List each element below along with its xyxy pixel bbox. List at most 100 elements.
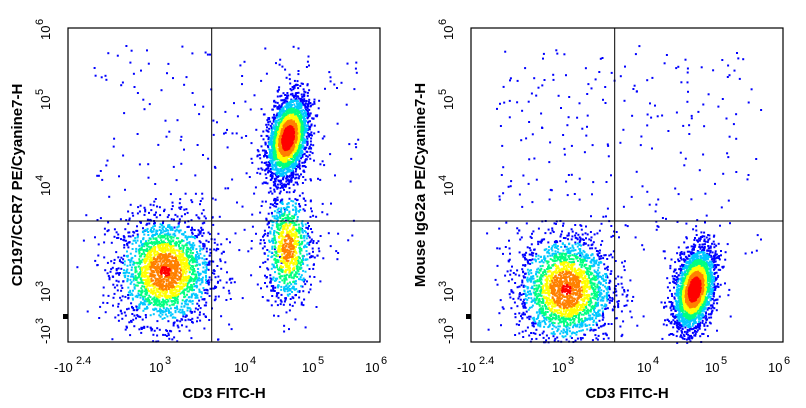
- event-dot: [315, 215, 318, 218]
- event-dot: [282, 92, 285, 95]
- event-dot: [130, 275, 133, 278]
- event-dot: [263, 245, 266, 248]
- event-dot: [294, 260, 297, 263]
- event-dot: [169, 307, 172, 310]
- event-dot: [226, 271, 228, 274]
- event-dot: [139, 221, 142, 224]
- event-dot: [248, 176, 251, 178]
- event-dot: [131, 273, 134, 276]
- event-dot: [142, 231, 144, 234]
- event-dot: [168, 337, 171, 340]
- event-dot: [180, 269, 182, 272]
- event-dot: [275, 148, 278, 151]
- event-dot: [302, 277, 305, 280]
- event-dot: [311, 103, 314, 106]
- event-dot: [169, 250, 172, 253]
- event-dot: [313, 102, 316, 105]
- event-dot: [298, 194, 301, 197]
- event-dot: [153, 228, 155, 231]
- event-dot: [180, 302, 183, 305]
- event-dot: [296, 110, 298, 113]
- event-dot: [181, 310, 184, 313]
- event-dot: [280, 202, 283, 205]
- event-dot: [152, 225, 155, 228]
- event-dot: [196, 271, 199, 273]
- event-dot: [292, 147, 295, 150]
- event-dot: [128, 241, 131, 244]
- event-dot: [182, 290, 185, 293]
- event-dot: [174, 259, 177, 262]
- event-dot: [293, 79, 296, 82]
- event-dot: [275, 255, 278, 258]
- event-dot: [167, 286, 170, 289]
- event-dot: [235, 132, 238, 135]
- event-dot: [295, 131, 298, 133]
- event-dot: [264, 181, 267, 184]
- event-dot: [143, 285, 146, 288]
- event-dot: [208, 233, 211, 236]
- event-dot: [136, 225, 138, 228]
- event-dot: [312, 144, 315, 147]
- event-dot: [148, 294, 151, 297]
- event-dot: [166, 244, 169, 247]
- event-dot: [135, 317, 137, 320]
- event-dot: [289, 242, 292, 245]
- event-dot: [279, 183, 282, 186]
- event-dot: [142, 309, 145, 312]
- event-dot: [276, 158, 279, 161]
- event-dot: [282, 259, 285, 262]
- event-dot: [275, 214, 278, 217]
- event-dot: [290, 177, 293, 180]
- event-dot: [282, 214, 285, 217]
- event-dot: [202, 313, 205, 316]
- event-dot: [175, 179, 178, 182]
- event-dot: [148, 282, 151, 285]
- event-dot: [275, 121, 278, 124]
- event-dot: [303, 95, 306, 98]
- event-dot: [272, 172, 275, 175]
- event-dot: [118, 175, 120, 178]
- event-dot: [134, 237, 137, 240]
- event-dot: [333, 83, 336, 86]
- event-dot: [273, 237, 276, 240]
- event-dot: [170, 237, 173, 240]
- event-dot: [176, 290, 179, 293]
- event-dot: [178, 220, 181, 223]
- event-dot: [290, 250, 293, 253]
- event-dot: [287, 114, 290, 117]
- event-dot: [273, 234, 276, 237]
- event-dot: [225, 299, 228, 301]
- event-dot: [309, 256, 311, 259]
- event-dot: [272, 220, 275, 223]
- event-dot: [259, 239, 262, 242]
- event-dot: [288, 224, 291, 227]
- event-dot: [302, 123, 305, 126]
- event-dot: [302, 170, 305, 173]
- event-dot: [292, 250, 295, 253]
- event-dot: [174, 213, 177, 216]
- event-dot: [99, 217, 102, 220]
- event-dot: [171, 338, 174, 341]
- event-dot: [214, 198, 217, 201]
- event-dot: [304, 127, 307, 130]
- event-dot: [266, 249, 269, 251]
- event-dot: [140, 326, 143, 329]
- event-dot: [295, 102, 298, 105]
- event-dot: [270, 126, 273, 129]
- event-dot: [275, 167, 278, 170]
- event-dot: [285, 297, 287, 300]
- event-dot: [213, 299, 216, 302]
- event-dot: [276, 176, 279, 178]
- event-dot: [173, 249, 175, 252]
- event-dot: [288, 293, 291, 295]
- event-dot: [147, 252, 149, 255]
- event-dot: [289, 281, 291, 284]
- event-dot: [151, 283, 154, 286]
- event-dot: [302, 304, 305, 307]
- event-dot: [293, 155, 296, 158]
- event-dot: [108, 276, 111, 279]
- event-dot: [273, 215, 276, 218]
- event-dot: [182, 313, 185, 316]
- event-dot: [301, 95, 304, 98]
- event-dot: [147, 279, 150, 282]
